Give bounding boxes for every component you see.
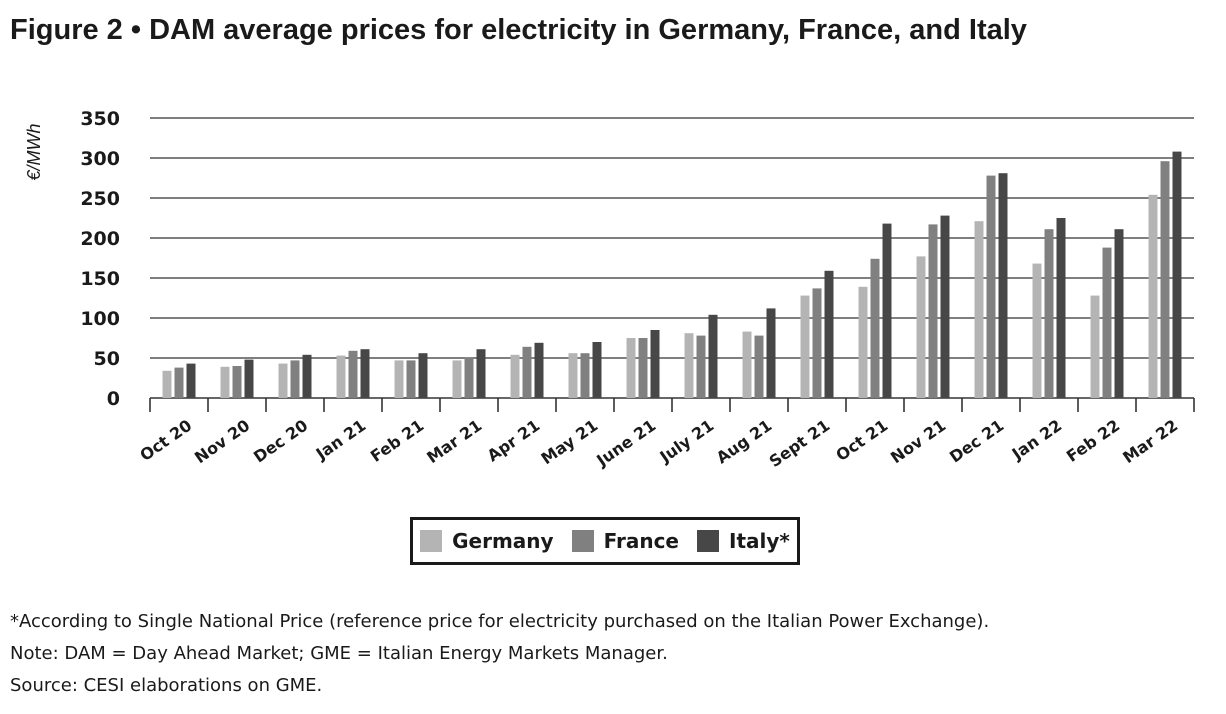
x-tick-label: Feb 22 <box>1063 416 1123 466</box>
bar-france <box>870 258 880 398</box>
legend-label-france: France <box>603 529 679 553</box>
bar-italy <box>1056 218 1066 398</box>
bar-germany <box>278 363 288 398</box>
y-tick-label: 100 <box>80 308 120 330</box>
bar-italy <box>592 342 602 398</box>
bar-france <box>986 175 996 398</box>
bar-germany <box>336 355 346 398</box>
bar-germany <box>626 338 636 398</box>
bar-italy <box>534 342 544 398</box>
bar-italy <box>302 354 312 398</box>
x-tick-label: Dec 21 <box>946 416 1007 467</box>
x-tick-label: Mar 22 <box>1119 416 1181 467</box>
bar-italy <box>940 215 950 398</box>
bar-france <box>1102 247 1112 398</box>
legend-swatch-france <box>571 530 594 552</box>
bar-italy <box>708 314 718 398</box>
bar-germany <box>684 333 694 398</box>
bar-germany <box>858 286 868 398</box>
y-tick-label: 300 <box>80 148 120 170</box>
bar-italy <box>1114 229 1124 398</box>
chart-title: Figure 2 • DAM average prices for electr… <box>10 14 1027 46</box>
y-tick-label: 150 <box>80 268 120 290</box>
x-tick-label: Feb 21 <box>367 416 427 466</box>
x-tick-label: Oct 21 <box>832 416 891 465</box>
legend-label-italy: Italy* <box>729 529 790 553</box>
x-tick-label: Mar 21 <box>423 416 485 467</box>
bar-germany <box>510 354 520 398</box>
bar-germany <box>1148 194 1158 398</box>
y-tick-label: 50 <box>94 348 120 370</box>
bar-france <box>1044 229 1054 398</box>
bar-italy <box>418 353 428 398</box>
bar-italy <box>766 308 776 398</box>
bar-germany <box>1090 295 1100 398</box>
legend-label-germany: Germany <box>452 529 554 553</box>
x-tick-label: June 21 <box>592 416 659 471</box>
x-tick-label: Apr 21 <box>484 416 544 466</box>
bar-italy <box>824 270 834 398</box>
bar-germany <box>162 370 172 398</box>
x-tick-label: Nov 21 <box>887 416 949 468</box>
bar-germany <box>974 221 984 398</box>
bar-italy <box>244 359 254 398</box>
bar-france <box>406 360 416 398</box>
chart-legend: Germany France Italy* <box>410 517 800 565</box>
bar-italy <box>1172 151 1182 398</box>
bar-france <box>290 360 300 398</box>
legend-item-italy: Italy* <box>697 529 790 553</box>
bar-france <box>522 346 532 398</box>
bar-germany <box>742 331 752 398</box>
bar-france <box>812 288 822 398</box>
bar-germany <box>568 353 578 398</box>
bar-germany <box>1032 263 1042 398</box>
x-tick-label: Sept 21 <box>766 416 834 471</box>
y-axis-label: €/MWh <box>24 123 44 180</box>
bar-italy <box>360 349 370 398</box>
x-tick-label: May 21 <box>538 416 602 469</box>
x-tick-label: Aug 21 <box>713 416 776 468</box>
x-tick-label: Jan 21 <box>312 416 370 464</box>
bar-france <box>1160 161 1170 398</box>
x-tick-label: July 21 <box>656 416 718 467</box>
bar-france <box>464 357 474 398</box>
y-tick-label: 350 <box>80 108 120 130</box>
legend-item-germany: Germany <box>420 529 554 553</box>
bar-france <box>638 338 648 398</box>
legend-swatch-germany <box>420 530 443 552</box>
bar-france <box>348 350 358 398</box>
x-tick-label: Oct 20 <box>136 416 195 465</box>
source-note: Source: CESI elaborations on GME. <box>10 675 323 696</box>
footnote-single-national-price: *According to Single National Price (ref… <box>10 611 990 632</box>
bar-france <box>580 353 590 398</box>
bar-france <box>232 366 242 398</box>
x-tick-label: Jan 22 <box>1008 416 1066 464</box>
legend-swatch-italy <box>697 530 719 552</box>
bar-france <box>174 367 184 398</box>
bar-france <box>928 224 938 398</box>
bar-france <box>696 335 706 398</box>
bar-italy <box>186 363 196 398</box>
chart-notes: *According to Single National Price (ref… <box>10 606 989 702</box>
x-tick-label: Dec 20 <box>250 416 311 467</box>
y-tick-label: 0 <box>107 388 120 410</box>
bar-italy <box>998 173 1008 398</box>
bar-germany <box>452 360 462 398</box>
bar-italy <box>882 223 892 398</box>
y-tick-label: 200 <box>80 228 120 250</box>
bar-germany <box>916 256 926 398</box>
bar-germany <box>394 360 404 398</box>
note-abbreviations: Note: DAM = Day Ahead Market; GME = Ital… <box>10 643 668 664</box>
y-tick-label: 250 <box>80 188 120 210</box>
bar-italy <box>476 349 486 398</box>
bar-germany <box>800 295 810 398</box>
legend-item-france: France <box>571 529 679 553</box>
x-tick-label: Nov 20 <box>191 416 253 468</box>
bar-germany <box>220 366 230 398</box>
bar-italy <box>650 330 660 398</box>
bar-france <box>754 335 764 398</box>
